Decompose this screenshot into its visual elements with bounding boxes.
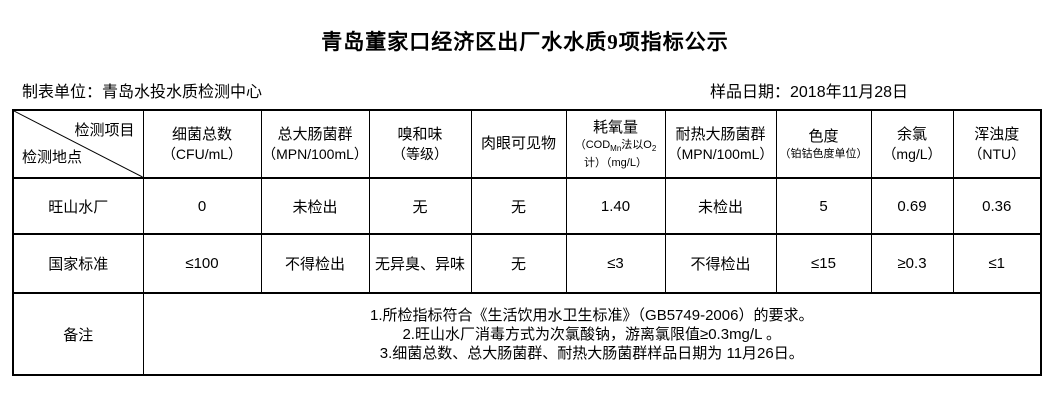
data-cell: ≤3 (565, 233, 666, 294)
column-unit: （MPN/100mL） (262, 146, 368, 162)
sample-date-label: 样品日期：2018年11月28日 (710, 84, 909, 101)
column-name: 余氯 (896, 126, 927, 143)
data-cell: ≥0.3 (870, 233, 954, 294)
column-name: 嗅和味 (397, 126, 443, 143)
table-header-row: 检测项目 检测地点 细菌总数 （CFU/mL） 总大肠菌群 （MPN/100mL… (12, 109, 1042, 179)
column-header-total-coliform: 总大肠菌群 （MPN/100mL） (260, 109, 370, 179)
diagonal-divider-line (14, 111, 143, 177)
column-header-odor-taste: 嗅和味 （等级） (368, 109, 472, 179)
data-cell: 0.36 (952, 177, 1042, 235)
column-name: 色度 (808, 128, 839, 145)
table-row-national-standard: 国家标准 ≤100 不得检出 无异臭、异味 无 ≤3 不得检出 ≤15 ≥0.3… (12, 233, 1042, 294)
producer-label: 制表单位：青岛水投水质检测中心 (22, 84, 263, 101)
data-cell: 5 (775, 177, 872, 235)
column-unit: （铂钴色度单位） (779, 148, 868, 160)
column-header-turbidity: 浑浊度 （NTU） (952, 109, 1042, 179)
remark-label: 备注 (12, 292, 144, 376)
column-name: 耗氧量 (592, 118, 638, 136)
column-name: 耐热大肠菌群 (675, 126, 766, 143)
column-name: 总大肠菌群 (277, 126, 353, 143)
row-label: 旺山水厂 (12, 177, 144, 235)
column-unit: （mg/L） (882, 146, 942, 162)
data-cell: 未检出 (664, 177, 777, 235)
column-header-thermotolerant-coliform: 耐热大肠菌群 （MPN/100mL） (664, 109, 777, 179)
data-cell: 0 (142, 177, 262, 235)
column-name: 细菌总数 (171, 126, 232, 143)
data-cell: 无异臭、异味 (368, 233, 472, 294)
corner-label-items: 检测项目 (74, 122, 135, 139)
corner-label-locations: 检测地点 (22, 149, 83, 166)
remark-line: 3.细菌总数、总大肠菌群、耐热大肠菌群样品日期为 11月26日。 (379, 344, 804, 362)
column-name: 肉眼可见物 (480, 135, 556, 152)
remark-line: 2.旺山水厂消毒方式为次氯酸钠，游离氯限值≥0.3mg/L 。 (402, 325, 782, 343)
row-label: 国家标准 (12, 233, 144, 294)
data-cell: 不得检出 (664, 233, 777, 294)
column-header-bacteria-count: 细菌总数 （CFU/mL） (142, 109, 262, 179)
table-row-remark: 备注 1.所检指标符合《生活饮用水卫生标准》（GB5749-2006）的要求。 … (12, 292, 1042, 376)
water-quality-table: 检测项目 检测地点 细菌总数 （CFU/mL） 总大肠菌群 （MPN/100mL… (12, 109, 1042, 376)
column-header-chroma: 色度 （铂钴色度单位） (775, 109, 872, 179)
corner-header-cell: 检测项目 检测地点 (12, 109, 144, 179)
data-cell: ≤15 (775, 233, 872, 294)
page-title: 青岛董家口经济区出厂水水质9项指标公示 (321, 30, 729, 54)
column-unit: （NTU） (968, 146, 1026, 162)
table-row-plant: 旺山水厂 0 未检出 无 无 1.40 未检出 5 0.69 0.36 (12, 177, 1042, 235)
data-cell: ≤100 (142, 233, 262, 294)
column-unit: （等级） (392, 146, 448, 162)
data-cell: 不得检出 (260, 233, 370, 294)
column-unit: （MPN/100mL） (667, 146, 774, 162)
data-cell: 无 (470, 177, 567, 235)
data-cell: 0.69 (870, 177, 954, 235)
data-cell: 1.40 (565, 177, 666, 235)
remark-content-cell: 1.所检指标符合《生活饮用水卫生标准》（GB5749-2006）的要求。 2.旺… (142, 292, 1042, 376)
column-name: 浑浊度 (974, 126, 1020, 143)
column-header-visible-matter: 肉眼可见物 (470, 109, 567, 179)
remark-line: 1.所检指标符合《生活饮用水卫生标准》（GB5749-2006）的要求。 (370, 306, 814, 324)
data-cell: 无 (368, 177, 472, 235)
data-cell: 未检出 (260, 177, 370, 235)
column-unit: （CFU/mL） (161, 146, 243, 162)
data-cell: ≤1 (952, 233, 1042, 294)
data-cell: 无 (470, 233, 567, 294)
column-unit: （CODMn法以O2计）（mg/L） (574, 138, 657, 170)
column-header-oxygen-consumption: 耗氧量 （CODMn法以O2计）（mg/L） (565, 109, 666, 179)
column-header-residual-chlorine: 余氯 （mg/L） (870, 109, 954, 179)
